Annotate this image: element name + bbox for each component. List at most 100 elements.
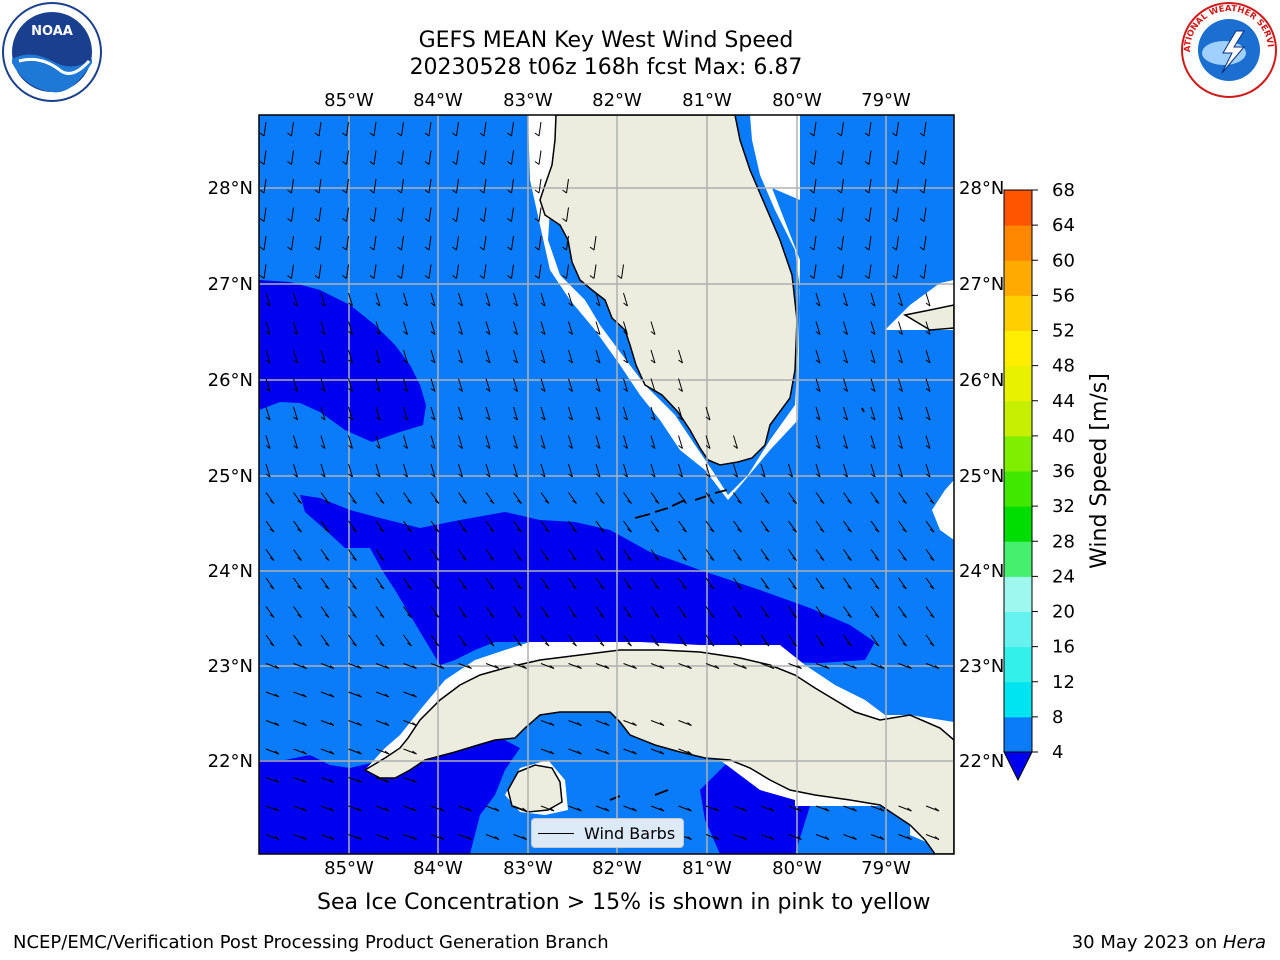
- wind-barb: [870, 463, 876, 478]
- wind-barb: [837, 121, 844, 137]
- wind-barb: [898, 378, 903, 392]
- wind-barb: [815, 520, 825, 533]
- wind-barb: [369, 121, 377, 137]
- wind-barb: [540, 549, 550, 561]
- wind-barb: [760, 549, 770, 561]
- lon-label-top: 84°W: [413, 90, 463, 111]
- wind-barb: [733, 606, 742, 618]
- lat-label-right: 23°N: [959, 656, 1004, 677]
- wind-barb: [650, 378, 656, 392]
- wind-barb: [430, 321, 436, 335]
- wind-barb: [287, 150, 294, 165]
- wind-barb: [265, 492, 275, 504]
- wind-barb: [925, 577, 935, 590]
- wind-barb: [595, 663, 610, 669]
- wind-barb: [705, 606, 715, 618]
- wind-barb: [375, 378, 381, 392]
- wind-barb: [485, 349, 491, 364]
- wind-barb: [485, 492, 495, 504]
- wind-barb: [733, 663, 747, 669]
- wind-barb: [595, 349, 601, 364]
- wind-barb: [375, 777, 390, 783]
- wind-barb: [424, 121, 432, 137]
- wind-barb: [259, 150, 267, 165]
- wind-barb: [678, 805, 692, 812]
- wind-barb: [678, 378, 683, 392]
- wind-barb: [623, 292, 628, 307]
- wind-barb: [733, 805, 747, 812]
- wind-barb: [870, 634, 880, 647]
- wind-barb: [513, 406, 518, 421]
- wind-barb: [320, 663, 335, 669]
- wind-barb: [562, 235, 569, 251]
- land-cuba: [363, 649, 954, 854]
- wind-barb: [348, 463, 353, 478]
- wind-barb: [864, 264, 872, 279]
- wind-barb: [623, 321, 628, 335]
- wind-barb: [314, 207, 322, 222]
- wind-barb: [293, 777, 307, 783]
- wind-barb: [788, 463, 793, 478]
- wind-barb: [424, 150, 432, 165]
- wind-barb: [534, 235, 542, 251]
- wind-barb: [458, 577, 467, 590]
- wind-barb: [843, 492, 852, 504]
- wind-barb: [815, 577, 825, 590]
- wind-barb: [809, 150, 817, 165]
- wind-barb: [320, 549, 330, 561]
- wind-barb: [479, 207, 487, 222]
- wind-barb: [733, 549, 742, 561]
- wind-barb: [540, 321, 546, 335]
- colorbar-tick-label: 56: [1052, 285, 1075, 306]
- wind-barb: [265, 777, 280, 783]
- wind-barb: [678, 349, 683, 364]
- wind-barb: [540, 634, 550, 647]
- lon-label-bottom: 81°W: [682, 858, 732, 879]
- wind-barb: [870, 435, 876, 449]
- wind-barb: [540, 349, 546, 364]
- wind-barb: [513, 577, 522, 590]
- wind-barb: [837, 178, 844, 194]
- colorbar-band: [1004, 471, 1032, 507]
- wind-barb: [458, 435, 463, 449]
- footer-date-text: 30 May 2023 on: [1071, 932, 1223, 953]
- lon-label-top: 79°W: [861, 90, 911, 111]
- wind-barb: [843, 634, 852, 647]
- wind-barb: [623, 378, 628, 392]
- wind-barb: [870, 492, 880, 504]
- wind-barb: [513, 463, 518, 478]
- coast-mask-andros: [932, 480, 954, 540]
- wind-barb: [513, 349, 518, 364]
- wind-barb: [815, 463, 821, 478]
- wind-barb: [815, 805, 830, 812]
- wind-barb: [320, 777, 335, 783]
- wind-barb: [259, 235, 267, 251]
- wind-barb: [259, 121, 267, 137]
- wind-barb: [293, 520, 302, 533]
- wind-barb: [562, 178, 569, 194]
- wind-barb: [320, 463, 326, 478]
- colorbar-band: [1004, 435, 1032, 472]
- wind-barb: [815, 634, 825, 647]
- wind-barb: [403, 805, 417, 812]
- wind-barb: [705, 805, 720, 812]
- wind-barb: [452, 235, 459, 251]
- wind-barb: [348, 777, 362, 783]
- wind-barb: [485, 805, 500, 812]
- wind-barb: [809, 235, 817, 251]
- wind-barb: [870, 520, 880, 533]
- wind-barb: [843, 406, 848, 421]
- lat-label-right: 27°N: [959, 274, 1004, 295]
- colorbar-label: Wind Speed [m/s]: [1087, 373, 1112, 569]
- wind-barb: [430, 834, 445, 840]
- wind-barb: [348, 606, 357, 618]
- wind-barb: [369, 178, 377, 194]
- wind-barb: [348, 634, 357, 647]
- wind-barb: [623, 520, 632, 533]
- wind-barb: [843, 378, 848, 392]
- wind-barb: [925, 349, 931, 364]
- wind-barb: [342, 235, 349, 251]
- wind-barb: [568, 577, 577, 590]
- wind-barb: [815, 378, 821, 392]
- wind-barb: [595, 492, 605, 504]
